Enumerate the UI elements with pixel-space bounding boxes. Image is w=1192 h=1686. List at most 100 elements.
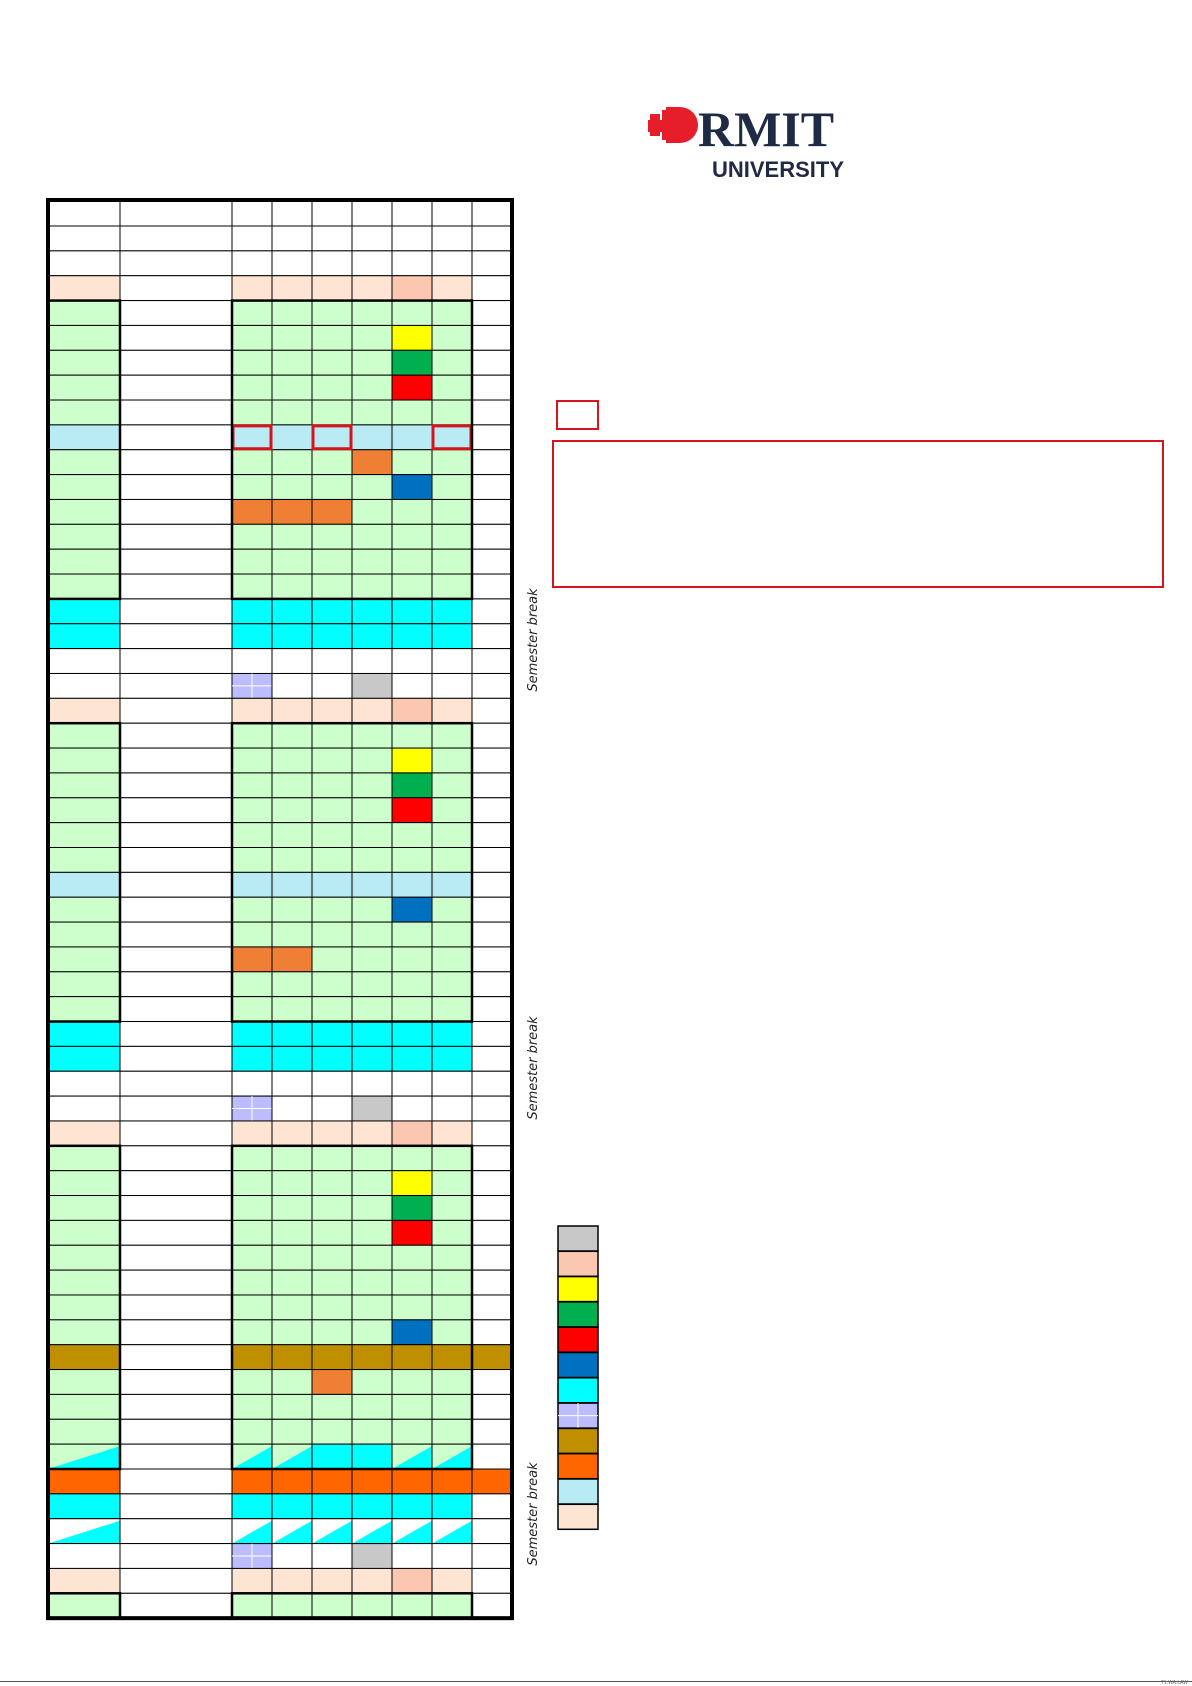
cell-r36-c3 xyxy=(271,1120,313,1147)
cell-r23-c1 xyxy=(119,797,233,824)
cell-r0-c1 xyxy=(119,225,233,252)
cell-r43-c6 xyxy=(391,1294,433,1321)
cell-r27-c0 xyxy=(47,896,121,923)
cell-r21-c4 xyxy=(311,747,353,774)
cell-r14-c6 xyxy=(391,573,433,600)
cell-r12-c7 xyxy=(431,523,473,550)
cell-r51-c1 xyxy=(119,1493,233,1520)
cell-r9-c4 xyxy=(311,449,353,476)
legend-swatch-1 xyxy=(557,1225,599,1252)
cell-r8-c7 xyxy=(431,424,473,451)
cell-r35-c8 xyxy=(471,1095,513,1122)
cell-r31-c6 xyxy=(391,996,433,1023)
cell-r3-c2 xyxy=(231,300,273,326)
cell-r32-c8 xyxy=(471,1021,513,1047)
cell-r22-c1 xyxy=(119,772,233,799)
highlighted-cell-1 xyxy=(231,424,273,451)
cell-r43-c8 xyxy=(471,1294,513,1321)
cell-r6-c2 xyxy=(231,374,273,401)
cell-r15-c2 xyxy=(231,598,273,625)
cell-r21-c5 xyxy=(351,747,393,774)
cell-r44-c5 xyxy=(351,1319,393,1346)
cell-r38-c8 xyxy=(471,1170,513,1197)
cell-r24-c3 xyxy=(271,822,313,849)
cell-r1-c0 xyxy=(47,250,121,277)
cell-r23-c8 xyxy=(471,797,513,824)
cell-r49-c5 xyxy=(351,1443,393,1470)
cell-r40-c1 xyxy=(119,1219,233,1246)
cell-r35-c3 xyxy=(271,1095,313,1122)
cell-r6-c5 xyxy=(351,374,393,401)
cell-r30-c7 xyxy=(431,971,473,998)
cell-r29-c7 xyxy=(431,946,473,973)
cell-r48-c4 xyxy=(311,1418,353,1445)
cell-r36-c7 xyxy=(431,1120,473,1147)
cell-r47-c4 xyxy=(311,1393,353,1420)
cell-r46-c5 xyxy=(351,1369,393,1395)
cell-r18-c4 xyxy=(311,672,353,699)
cell-r29-c3 xyxy=(271,946,313,973)
cell-r53-c8 xyxy=(471,1543,513,1569)
cell-r40-c5 xyxy=(351,1219,393,1246)
cell-r1-c4 xyxy=(311,250,353,277)
highlighted-cell-2 xyxy=(311,424,353,451)
cell-r49-c0-outline xyxy=(47,1443,121,1470)
cell-r26-c2 xyxy=(231,871,273,898)
cell-r49-c3-outline xyxy=(271,1443,313,1470)
cell-r7-c6 xyxy=(391,399,433,426)
cell-r10-c4 xyxy=(311,474,353,500)
cell-r37-c8 xyxy=(471,1145,513,1172)
cell-r43-c3 xyxy=(271,1294,313,1321)
cell-r9-c6 xyxy=(391,449,433,476)
cell-r13-c7 xyxy=(431,548,473,575)
cell-r12-c3 xyxy=(271,523,313,550)
cell-r40-c4 xyxy=(311,1219,353,1246)
cell-r53-c6 xyxy=(391,1543,433,1569)
calendar-borders xyxy=(46,198,514,1621)
cell-r1-c1 xyxy=(119,250,233,277)
cell-r46-c7 xyxy=(431,1369,473,1395)
semester-break-label-1: Semester break xyxy=(526,588,541,692)
cell-r18-c3 xyxy=(271,672,313,699)
cell-r26-c3 xyxy=(271,871,313,898)
cell-r45-c0 xyxy=(47,1344,121,1371)
cell-r29-c2 xyxy=(231,946,273,973)
cell-r38-c0 xyxy=(47,1170,121,1197)
cell-r28-c0 xyxy=(47,921,121,948)
cell-r12-c1 xyxy=(119,523,233,550)
cell-r45-c8 xyxy=(471,1344,513,1371)
cell-r27-c3 xyxy=(271,896,313,923)
cell-r15-c0 xyxy=(47,598,121,625)
cell-r13-c6 xyxy=(391,548,433,575)
cell-r32-c5 xyxy=(351,1021,393,1047)
cell-r53-c2 xyxy=(231,1543,273,1569)
cell-r17-c7 xyxy=(431,648,473,674)
cell-r30-c5 xyxy=(351,971,393,998)
cell-r51-c8 xyxy=(471,1493,513,1520)
cell-r20-c1 xyxy=(119,722,233,749)
cell-r17-c2 xyxy=(231,648,273,674)
cell-r36-c2 xyxy=(231,1120,273,1147)
cell-r1-c7 xyxy=(431,250,473,277)
cell-r5-c1 xyxy=(119,349,233,376)
cell-r16-c8 xyxy=(471,623,513,650)
cell-r51-c4 xyxy=(311,1493,353,1520)
cell-r28-c6 xyxy=(391,921,433,948)
cell-r49-c0 xyxy=(48,1444,120,1469)
cell-r10-c2 xyxy=(231,474,273,500)
cell-r46-c4 xyxy=(311,1369,353,1395)
cell-r11-c5 xyxy=(351,498,393,525)
cell-r24-c6 xyxy=(391,822,433,849)
cell-r18-c1 xyxy=(119,672,233,699)
cell-r4-c1 xyxy=(119,324,233,351)
cell-r54-c6 xyxy=(391,1567,433,1594)
rmit-logo-mark: RMIT UNIVERSITY xyxy=(640,101,844,182)
cell-r15-c7 xyxy=(431,598,473,625)
cell-r23-c4 xyxy=(311,797,353,824)
cell-r9-c0 xyxy=(47,449,121,476)
cell-r49-c6 xyxy=(392,1444,432,1469)
cell-r41-c4 xyxy=(311,1244,353,1271)
cell-r10-c5 xyxy=(351,474,393,500)
cell-r12-c6 xyxy=(391,523,433,550)
cell-r54-c1 xyxy=(119,1567,233,1594)
